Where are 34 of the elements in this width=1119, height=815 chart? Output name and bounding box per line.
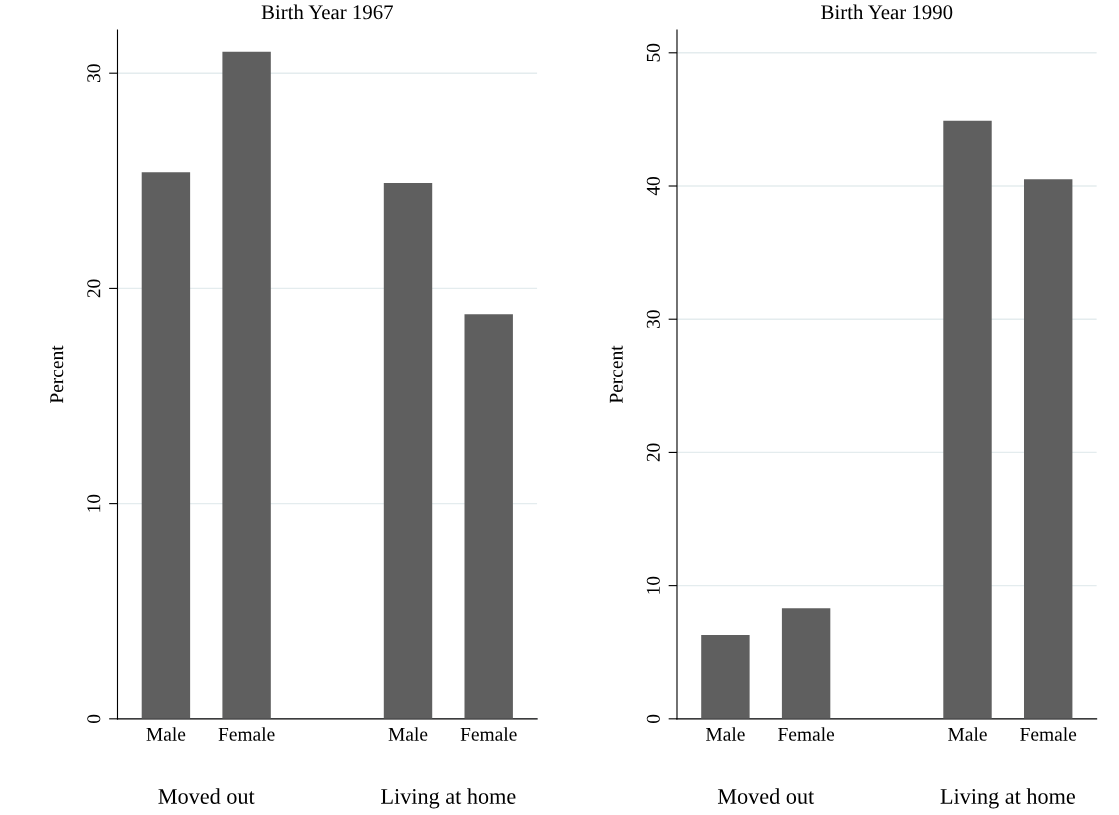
x-tick-label: Female (778, 727, 835, 741)
text: Moved out (158, 788, 255, 804)
text: Living at home (940, 788, 1075, 809)
bar (383, 182, 433, 719)
y-axis-title: Percent (609, 345, 623, 404)
x-tick-label: Male (948, 727, 987, 741)
x-tick-label: Female (218, 727, 275, 741)
x-tick-label: Female (1020, 727, 1077, 741)
y-tick-label: 20 (646, 443, 660, 462)
y-tick-label: 10 (646, 576, 660, 594)
bar (141, 172, 191, 719)
bar (781, 608, 831, 719)
bar (1023, 179, 1073, 719)
y-tick-label: 30 (646, 310, 660, 328)
x-tick-label: Male (146, 727, 186, 741)
y-tick-label: 40 (646, 177, 660, 196)
bar (943, 120, 992, 719)
bar (464, 314, 513, 719)
y-tick-label: 20 (87, 279, 101, 298)
y-tick-label: 0 (87, 714, 101, 723)
bar (701, 634, 750, 719)
y-axis-title: Percent (50, 345, 64, 404)
y-tick-label: 30 (87, 64, 101, 82)
y-tick-label: 0 (646, 714, 660, 723)
chart-title: Birth Year 1967 (261, 4, 393, 20)
x-tick-label: Male (705, 727, 745, 741)
text: Living at home (381, 788, 516, 809)
y-tick-label: 50 (646, 43, 660, 62)
text: Moved out (717, 788, 815, 804)
chart-title: Birth Year 1990 (821, 4, 953, 20)
bar (222, 51, 271, 719)
y-tick-label: 10 (87, 494, 101, 512)
x-tick-label: Female (460, 727, 517, 741)
x-tick-label: Male (388, 727, 428, 741)
